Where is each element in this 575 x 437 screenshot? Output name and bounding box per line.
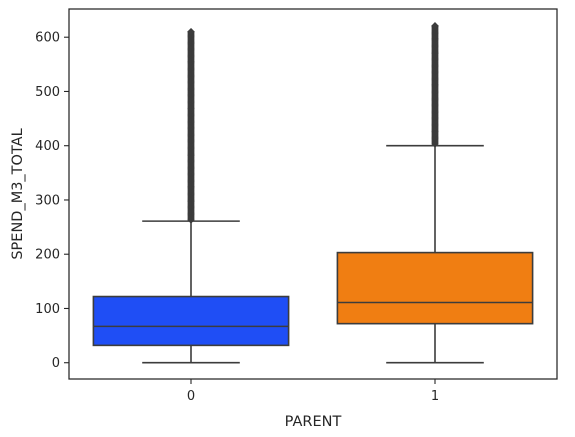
outlier-point <box>187 27 195 36</box>
y-tick-label: 500 <box>35 85 60 100</box>
box-group-0 <box>92 27 290 364</box>
y-tick-label: 0 <box>52 356 60 371</box>
outliers <box>431 21 439 148</box>
plot-area <box>92 21 534 364</box>
y-axis-ticks: 0 100 200 300 400 500 600 <box>35 31 69 371</box>
outlier-point <box>431 21 439 30</box>
y-tick-label: 600 <box>35 31 60 46</box>
y-tick-label: 100 <box>35 302 60 317</box>
outliers <box>187 27 195 224</box>
iqr-box <box>336 251 534 325</box>
box-group-1 <box>336 21 534 364</box>
y-axis-label: SPEND_M3_TOTAL <box>10 128 26 259</box>
y-tick-label: 400 <box>35 139 60 154</box>
x-tick-label: 0 <box>187 389 195 404</box>
y-tick-label: 300 <box>35 193 60 208</box>
axes-frame <box>68 8 558 380</box>
y-tick-label: 200 <box>35 248 60 263</box>
iqr-box <box>92 295 290 347</box>
x-axis-label: PARENT <box>285 414 342 430</box>
x-tick-label: 1 <box>431 389 439 404</box>
